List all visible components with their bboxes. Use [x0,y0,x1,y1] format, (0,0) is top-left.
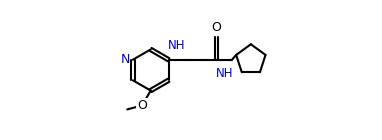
Text: O: O [212,21,222,34]
Text: NH: NH [215,67,233,80]
Text: O: O [137,99,147,112]
Text: NH: NH [168,39,186,52]
Text: N: N [120,53,130,66]
